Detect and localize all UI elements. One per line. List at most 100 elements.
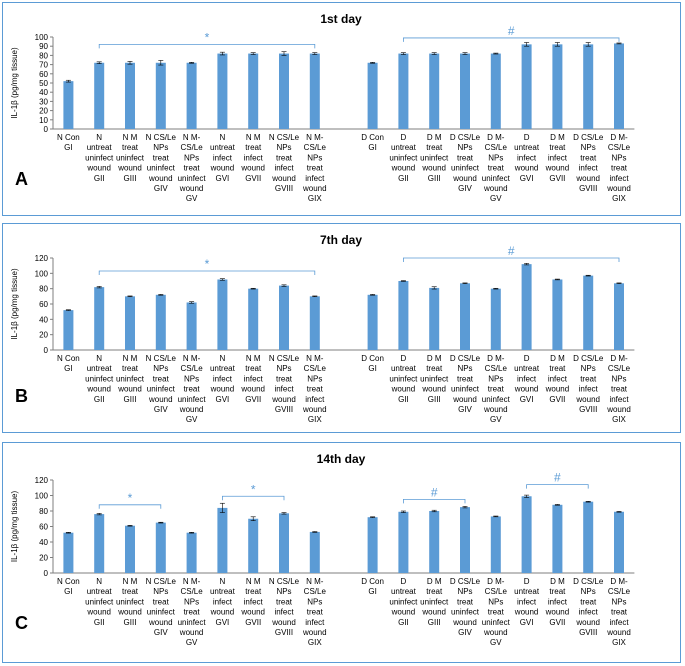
- p2-y-tick-label-3: 60: [39, 300, 48, 309]
- p1-bar-17: [614, 43, 624, 129]
- p1-y-tick-label-9: 90: [39, 42, 48, 51]
- p3-panel-letter: C: [15, 613, 28, 633]
- p1-bar-7: [279, 53, 289, 130]
- p1-bar-1: [94, 62, 105, 130]
- p1-bar-5: [217, 53, 228, 130]
- p3-y-tick-label-0: 0: [44, 569, 49, 578]
- p3-bar-16: [583, 501, 594, 573]
- p1-bar-13: [490, 53, 501, 130]
- p1-significance-symbol-0: *: [205, 30, 210, 44]
- p1-bar-14: [521, 44, 532, 129]
- p1-bar-3: [155, 62, 166, 130]
- p3-significance-bracket-3: [526, 484, 589, 489]
- p1-bar-0: [63, 81, 74, 129]
- p3-x-tick-label-0: N Con GI: [57, 577, 80, 596]
- p2-bar-9: [367, 294, 378, 350]
- p3-significance-symbol-2: #: [431, 485, 438, 499]
- chart-svg-c: 14th day IL-1β (pg/mg tissue) 0 20 40 60 80 100…: [10, 452, 635, 647]
- p3-bar-13: [490, 516, 501, 573]
- p3-bar-11: [429, 511, 440, 573]
- p1-bar-9: [367, 62, 378, 130]
- p2-y-tick-label-2: 40: [39, 315, 48, 324]
- p1-y-axis-label: IL-1β (pg/mg tissue): [10, 47, 19, 119]
- chart-svg-b: 7th day IL-1β (pg/mg tissue) 0 20 40 60 80 100 1…: [10, 233, 635, 424]
- p2-panel-letter: B: [15, 386, 28, 406]
- p3-y-tick-label-3: 60: [39, 523, 48, 532]
- p3-significance-bracket-0: [98, 504, 162, 509]
- p3-bar-14: [521, 496, 532, 573]
- p2-bar-13: [490, 288, 501, 350]
- chart-panel-b: 7th day IL-1β (pg/mg tissue) 0 20 40 60 80 100 1…: [2, 223, 681, 433]
- p3-bar-8: [309, 531, 320, 573]
- p2-bar-0: [63, 310, 74, 350]
- p1-x-tick-label-4: N M-CS/Le NPs treat uninfect wound GV: [178, 133, 207, 203]
- p2-bar-12: [460, 283, 470, 350]
- p3-significance-symbol-1: *: [251, 482, 256, 496]
- p1-y-tick-label-4: 40: [39, 88, 48, 97]
- p3-y-tick-label-6: 120: [35, 476, 49, 485]
- p3-significance-bracket-2: [403, 498, 466, 504]
- p1-chart-title: 1st day: [320, 12, 362, 26]
- p3-bar-9: [367, 517, 378, 573]
- p2-x-tick-label-8: N M-CS/Le NPs treat infect wound GIX: [302, 354, 327, 424]
- p3-x-tick-label-4: N M-CS/Le NPs treat uninfect wound GV: [178, 577, 207, 647]
- p1-bar-4: [186, 62, 197, 130]
- p1-y-tick-label-8: 80: [39, 51, 48, 60]
- p1-x-tick-label-3: N CS/Le NPs treat uninfect wound GIV: [146, 133, 177, 193]
- p2-y-tick-label-6: 120: [35, 254, 49, 263]
- p3-x-tick-label-16: D CS/Le NPs treat infect wound GVIII: [573, 577, 604, 637]
- p3-x-tick-label-9: D Con GI: [361, 577, 384, 596]
- p3-x-tick-label-7: N CS/Le NPs treat infect wound GVIII: [269, 577, 300, 637]
- p1-y-tick-label-1: 10: [39, 116, 48, 125]
- p1-y-tick-label-10: 100: [35, 33, 49, 42]
- p3-bar-15: [552, 504, 563, 573]
- p1-significance-symbol-1: #: [508, 24, 515, 38]
- p2-bar-8: [309, 296, 320, 350]
- p3-y-axis-label: IL-1β (pg/mg tissue): [10, 491, 19, 563]
- p3-bar-12: [460, 507, 470, 573]
- p1-significance-bracket-0: [98, 43, 316, 49]
- p2-x-tick-label-9: D Con GI: [361, 354, 384, 373]
- p3-bar-6: [248, 518, 259, 573]
- p1-bar-10: [398, 53, 409, 130]
- p1-bar-2: [125, 62, 135, 130]
- p2-x-tick-label-13: D M-CS/Le NPs treat uninfect wound GV: [482, 354, 511, 424]
- p3-significance-bracket-1: [222, 495, 285, 501]
- p1-x-tick-label-0: N Con GI: [57, 133, 80, 152]
- p2-bar-7: [279, 285, 289, 350]
- p1-x-tick-label-8: N M-CS/Le NPs treat infect wound GIX: [302, 133, 327, 203]
- p1-bar-15: [552, 44, 563, 129]
- p3-y-tick-label-2: 40: [39, 538, 48, 547]
- p3-bar-5: [217, 507, 228, 573]
- p1-x-tick-label-9: D Con GI: [361, 133, 384, 152]
- p2-y-tick-label-1: 20: [39, 331, 48, 340]
- p2-bar-16: [583, 275, 594, 350]
- p2-x-tick-label-17: D M-CS/Le NPs treat infect wound GIX: [606, 354, 631, 424]
- chart-panel-a: 1st day IL-1β (pg/mg tissue) 0 10 20 30 40 50 60…: [2, 2, 681, 216]
- p1-y-tick-label-2: 20: [39, 107, 48, 116]
- p3-y-tick-label-4: 80: [39, 507, 48, 516]
- p3-bar-7: [279, 513, 289, 573]
- p2-y-tick-label-0: 0: [44, 346, 49, 355]
- p2-x-tick-label-4: N M-CS/Le NPs treat uninfect wound GV: [178, 354, 207, 424]
- p2-significance-bracket-1: [403, 257, 620, 262]
- p3-y-tick-label-5: 100: [35, 492, 49, 501]
- p2-bar-1: [94, 287, 105, 350]
- p2-x-tick-label-12: D CS/Le NPs treat uninfect wound GIV: [450, 354, 481, 414]
- p3-bar-0: [63, 532, 74, 573]
- chart-panel-c: 14th day IL-1β (pg/mg tissue) 0 20 40 60 80 100…: [2, 442, 681, 663]
- p1-bar-12: [460, 53, 470, 130]
- p2-bar-6: [248, 288, 259, 350]
- p3-bar-17: [614, 511, 624, 573]
